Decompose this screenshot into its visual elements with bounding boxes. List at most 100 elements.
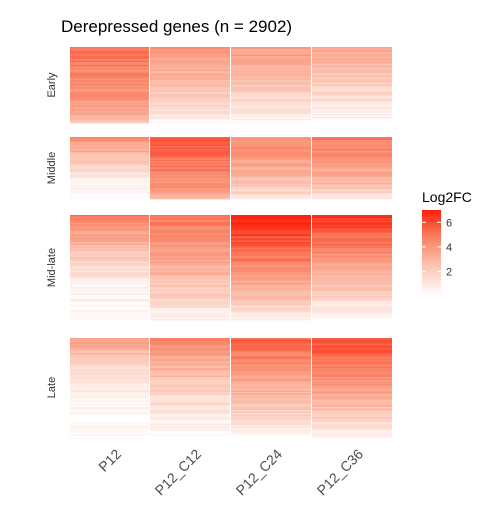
heatmap-cell	[70, 242, 150, 244]
heatmap-cell	[150, 255, 230, 258]
heatmap-cell	[231, 138, 311, 141]
heatmap-cell	[312, 88, 392, 91]
heatmap-cell	[231, 91, 311, 94]
heatmap-cell	[312, 374, 392, 376]
heatmap-cell	[150, 72, 230, 75]
heatmap-cell	[312, 371, 392, 373]
heatmap-cell	[231, 354, 311, 357]
heatmap-cell	[231, 270, 311, 273]
heatmap-cell	[231, 432, 311, 435]
heatmap-cell	[70, 103, 150, 106]
heatmap-cell	[70, 84, 150, 87]
heatmap-cell	[312, 161, 392, 164]
heatmap-cell	[231, 428, 311, 430]
heatmap-cell	[312, 138, 392, 141]
heatmap-cell	[70, 387, 150, 390]
heatmap-cell	[150, 67, 230, 70]
heatmap-cell	[231, 434, 311, 436]
heatmap-cell	[150, 293, 230, 295]
column-gap	[149, 338, 150, 437]
heatmap-cell	[150, 159, 230, 162]
heatmap-cell	[150, 434, 230, 436]
heatmap-cell	[150, 239, 230, 241]
heatmap-cell	[150, 216, 230, 219]
heatmap-cell	[231, 402, 311, 405]
heatmap-cell	[231, 300, 311, 303]
heatmap-cell	[150, 366, 230, 369]
heatmap-cell	[150, 380, 230, 382]
heatmap-cell	[312, 52, 392, 55]
heatmap-cell	[70, 195, 150, 198]
heatmap-cell	[70, 392, 150, 394]
heatmap-cell	[150, 237, 230, 240]
heatmap-cell	[231, 318, 311, 321]
heatmap-cell	[231, 374, 311, 376]
heatmap-cell	[150, 389, 230, 391]
heatmap-cell	[70, 183, 150, 186]
heatmap-cell	[70, 393, 150, 396]
heatmap-cell	[312, 432, 392, 435]
heatmap-cell	[231, 153, 311, 156]
heatmap-cell	[70, 269, 150, 271]
heatmap-cell	[70, 114, 150, 116]
heatmap-cell	[150, 413, 230, 415]
heatmap-cell	[312, 368, 392, 370]
heatmap-cell	[70, 291, 150, 294]
heatmap-cell	[150, 357, 230, 360]
heatmap-cell	[312, 257, 392, 259]
heatmap-cell	[70, 54, 150, 57]
heatmap-cell	[150, 49, 230, 52]
heatmap-cell	[312, 273, 392, 276]
heatmap-cell	[150, 54, 230, 57]
heatmap-cell	[312, 308, 392, 310]
heatmap-cell	[312, 54, 392, 57]
heatmap-cell	[150, 384, 230, 387]
heatmap-cell	[231, 245, 311, 247]
heatmap-cell	[70, 117, 150, 119]
heatmap-cell	[70, 407, 150, 409]
heatmap-cell	[150, 246, 230, 249]
heatmap-cell	[312, 414, 392, 417]
heatmap-cell	[150, 267, 230, 270]
heatmap-cell	[150, 266, 230, 268]
heatmap-cell	[70, 318, 150, 321]
heatmap-cell	[312, 188, 392, 191]
panel-late	[70, 338, 392, 438]
heatmap-cell	[312, 84, 392, 87]
heatmap-cell	[312, 365, 392, 367]
heatmap-cell	[231, 239, 311, 241]
heatmap-cell	[312, 363, 392, 366]
heatmap-cell	[70, 272, 150, 274]
heatmap-cell	[312, 297, 392, 300]
heatmap-cell	[312, 387, 392, 390]
heatmap-cell	[70, 416, 150, 418]
heatmap-cell	[150, 308, 230, 310]
heatmap-cell	[150, 90, 230, 93]
row-group-labels: Early Middle Mid-late Late	[46, 72, 58, 398]
heatmap-cell	[231, 416, 311, 418]
heatmap-cell	[312, 296, 392, 298]
heatmap-cell	[70, 97, 150, 100]
heatmap-cell	[231, 224, 311, 226]
heatmap-cell	[70, 249, 150, 252]
heatmap-cell	[70, 164, 150, 167]
heatmap-cell	[231, 183, 311, 186]
heatmap-cell	[150, 156, 230, 159]
heatmap-cell	[312, 375, 392, 378]
heatmap-cell	[231, 249, 311, 252]
heatmap-column-cell	[231, 47, 311, 124]
heatmap-cell	[312, 269, 392, 271]
heatmap-cell	[70, 381, 150, 384]
heatmap-cell	[150, 143, 230, 145]
heatmap-cell	[231, 73, 311, 76]
heatmap-cell	[231, 177, 311, 180]
heatmap-cell	[150, 431, 230, 433]
heatmap-cell	[231, 99, 311, 102]
heatmap-cell	[150, 60, 230, 63]
heatmap-cell	[312, 263, 392, 265]
heatmap-cell	[312, 73, 392, 76]
heatmap-cell	[70, 390, 150, 393]
legend-ticks: 2 4 6	[422, 217, 452, 278]
heatmap-cell	[70, 100, 150, 103]
heatmap-cell	[70, 153, 150, 156]
